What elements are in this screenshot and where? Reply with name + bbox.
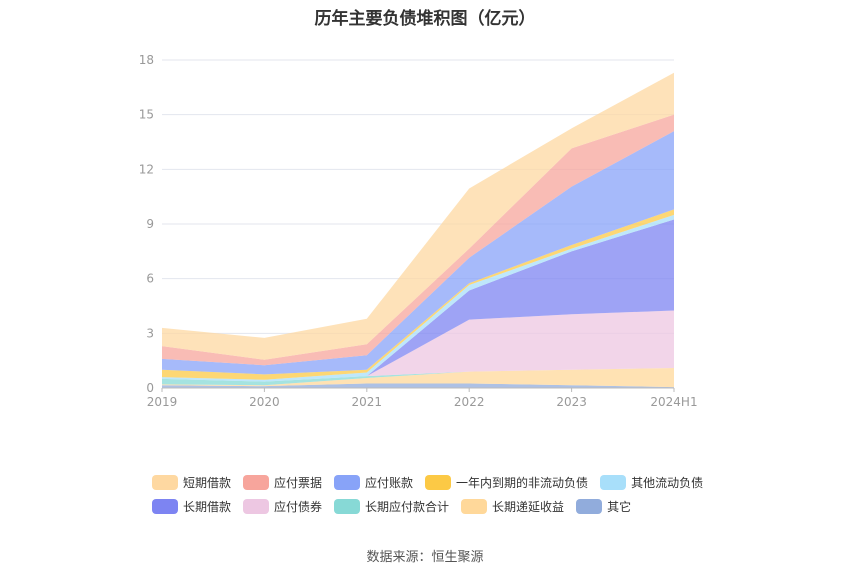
legend-swatch (243, 474, 270, 490)
legend-item[interactable]: 其它 (576, 498, 631, 515)
x-tick-label: 2021 (352, 395, 383, 409)
legend-label: 应付债券 (274, 499, 323, 514)
y-tick-label: 9 (146, 217, 154, 231)
legend-swatch (461, 498, 488, 514)
stacked-area-chart: 0 3 6 9 12 15 18 2019 2020 2021 2022 2023 2024H1 (139, 53, 698, 409)
area-series-0 (162, 383, 674, 388)
legend-label: 长期借款 (183, 499, 232, 514)
area-series-9 (162, 72, 674, 360)
x-tick-label: 2024H1 (650, 395, 697, 409)
area-series-2 (162, 367, 674, 386)
y-tick-label: 18 (139, 53, 154, 67)
y-tick-label: 3 (146, 326, 154, 340)
legend-swatch (334, 498, 361, 514)
area-series-7 (162, 131, 674, 375)
legend-label: 长期应付款合计 (365, 499, 450, 514)
x-tick-label: 2023 (556, 395, 587, 409)
data-source: 数据来源：恒生聚源 (366, 550, 484, 565)
legend-item[interactable]: 其他流动负债 (600, 474, 703, 491)
y-tick-label: 12 (139, 162, 154, 176)
y-tick-label: 0 (146, 381, 154, 395)
legend-swatch (425, 474, 452, 490)
legend-swatch (576, 498, 603, 514)
area-series-3 (162, 310, 674, 382)
legend-item[interactable]: 应付票据 (243, 474, 322, 491)
legend-label: 其他流动负债 (631, 475, 704, 490)
legend-label: 短期借款 (183, 475, 232, 490)
area-series-4 (162, 219, 674, 382)
legend-row: 长期借款 应付债券 长期应付款合计 长期递延收益 其它 (152, 494, 712, 518)
x-tick-label: 2019 (147, 395, 178, 409)
legend-row: 短期借款 应付票据 应付账款 一年内到期的非流动负债 其他流动负债 (152, 470, 712, 494)
legend-item[interactable]: 短期借款 (152, 474, 231, 491)
y-tick-label: 15 (139, 108, 154, 122)
legend-swatch (152, 498, 178, 514)
y-tick-label: 6 (146, 272, 154, 286)
legend-item[interactable]: 长期应付款合计 (334, 498, 449, 515)
legend-label: 长期递延收益 (492, 499, 565, 514)
legend-item[interactable]: 应付债券 (243, 498, 322, 515)
legend-item[interactable]: 一年内到期的非流动负债 (425, 474, 588, 491)
legend-swatch (243, 498, 270, 514)
legend-swatch (600, 474, 627, 490)
legend-label: 一年内到期的非流动负债 (456, 475, 589, 490)
legend-item[interactable]: 应付账款 (334, 474, 413, 491)
x-tick-label: 2022 (454, 395, 485, 409)
legend-swatch (334, 474, 361, 490)
legend-label: 应付票据 (274, 475, 323, 490)
chart-title: 历年主要负债堆积图（亿元） (314, 9, 536, 29)
area-series-1 (162, 367, 674, 388)
legend-item[interactable]: 长期借款 (152, 498, 231, 515)
x-tick-label: 2020 (249, 395, 280, 409)
legend-item[interactable]: 长期递延收益 (461, 498, 564, 515)
legend-label: 应付账款 (365, 475, 414, 490)
legend-swatch (152, 474, 178, 490)
area-series-8 (162, 114, 674, 366)
chart-legend: 短期借款 应付票据 应付账款 一年内到期的非流动负债 其他流动负债长期借款 应付债券 长期应… (152, 470, 712, 518)
legend-label: 其它 (607, 499, 632, 514)
